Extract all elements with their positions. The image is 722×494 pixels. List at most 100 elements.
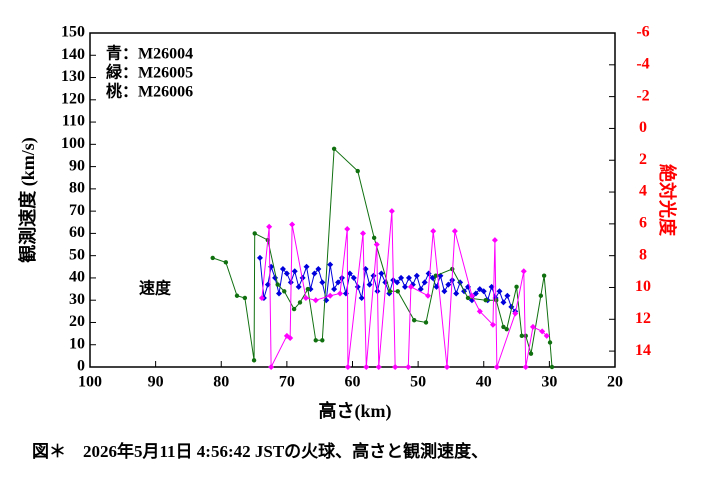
data-point bbox=[282, 289, 287, 294]
data-point bbox=[541, 273, 547, 278]
x-tick-label: 20 bbox=[607, 374, 623, 391]
data-point bbox=[223, 260, 229, 265]
data-point bbox=[547, 340, 553, 345]
data-point bbox=[320, 338, 325, 343]
data-point bbox=[405, 364, 412, 370]
data-point bbox=[491, 237, 498, 244]
data-point bbox=[483, 298, 488, 303]
y-tick-label: 150 bbox=[61, 24, 85, 41]
y-tick-label: 20 bbox=[69, 313, 85, 330]
y2-tick-label: -6 bbox=[636, 24, 649, 41]
data-point bbox=[370, 272, 377, 279]
data-point bbox=[453, 290, 460, 297]
y-tick-label: 90 bbox=[69, 157, 85, 174]
data-point bbox=[543, 332, 550, 339]
data-point bbox=[268, 364, 275, 370]
data-point bbox=[331, 146, 337, 151]
y-tick-label: 120 bbox=[61, 90, 85, 107]
y2-tick-label: 14 bbox=[635, 342, 651, 359]
data-point bbox=[335, 279, 342, 286]
y2-tick-label: 2 bbox=[639, 151, 647, 168]
y2-tick-label: 6 bbox=[639, 215, 647, 232]
annotation: 速度 bbox=[139, 279, 172, 298]
data-point bbox=[421, 279, 428, 286]
data-point bbox=[407, 283, 414, 290]
data-point bbox=[424, 292, 431, 299]
data-point bbox=[375, 364, 382, 370]
data-point bbox=[476, 286, 483, 293]
data-point bbox=[398, 274, 405, 281]
data-point bbox=[331, 286, 338, 293]
data-point bbox=[519, 333, 525, 339]
data-point bbox=[538, 293, 544, 298]
x-tick-label: 80 bbox=[213, 374, 229, 391]
data-point bbox=[529, 323, 536, 330]
data-point bbox=[302, 294, 309, 301]
data-point bbox=[378, 270, 385, 277]
data-point bbox=[395, 289, 400, 294]
data-point bbox=[295, 283, 302, 290]
data-point bbox=[275, 282, 280, 287]
data-point bbox=[252, 231, 257, 236]
y2-axis-label: 絶対光度 bbox=[657, 164, 678, 237]
data-point bbox=[549, 364, 555, 370]
data-point bbox=[234, 293, 240, 298]
data-point bbox=[411, 318, 417, 323]
x-tick-label: 50 bbox=[410, 374, 426, 391]
data-point bbox=[472, 290, 479, 297]
data-point bbox=[430, 228, 437, 235]
y-tick-label: 50 bbox=[69, 246, 85, 263]
data-point bbox=[528, 351, 534, 356]
x-tick-label: 40 bbox=[476, 374, 492, 391]
y2-tick-label: 10 bbox=[635, 278, 651, 295]
data-point bbox=[465, 295, 471, 301]
data-point bbox=[311, 270, 318, 277]
y-tick-label: 40 bbox=[69, 269, 85, 286]
data-point bbox=[358, 294, 365, 301]
data-point bbox=[337, 290, 344, 297]
data-point bbox=[402, 283, 408, 290]
data-point bbox=[279, 266, 286, 273]
data-point bbox=[363, 364, 370, 370]
data-point bbox=[344, 364, 351, 370]
y2-tick-label: 0 bbox=[639, 119, 647, 136]
data-point bbox=[405, 274, 412, 281]
data-point bbox=[522, 364, 529, 370]
data-point bbox=[539, 328, 546, 335]
data-point bbox=[501, 324, 506, 330]
data-point bbox=[266, 223, 273, 230]
data-point bbox=[392, 364, 399, 370]
data-point bbox=[319, 279, 326, 286]
data-point bbox=[283, 270, 290, 277]
data-point bbox=[355, 168, 360, 174]
data-point bbox=[394, 279, 401, 286]
y-tick-label: 0 bbox=[77, 358, 85, 375]
data-point bbox=[315, 266, 322, 273]
data-point bbox=[251, 358, 257, 363]
data-point bbox=[303, 263, 310, 270]
data-point bbox=[276, 290, 282, 297]
data-point bbox=[500, 299, 507, 306]
data-point bbox=[346, 270, 353, 277]
legend-entry: 青：M26004 bbox=[106, 44, 193, 63]
data-point bbox=[305, 286, 311, 292]
data-point bbox=[468, 292, 475, 299]
data-point bbox=[413, 272, 420, 279]
y2-tick-label: -4 bbox=[636, 55, 649, 72]
y-tick-label: 60 bbox=[69, 224, 85, 241]
data-point bbox=[312, 297, 319, 304]
data-point bbox=[476, 308, 483, 315]
data-point bbox=[264, 281, 271, 288]
data-point bbox=[441, 288, 448, 295]
data-point bbox=[508, 303, 515, 310]
data-point bbox=[433, 283, 440, 290]
caption: 図＊ 2026年5月11日 4:56:42 JSTの火球、高さと観測速度、 bbox=[32, 441, 488, 461]
data-point bbox=[344, 225, 351, 232]
data-point bbox=[433, 273, 439, 278]
y-tick-label: 70 bbox=[69, 202, 85, 219]
data-point bbox=[256, 254, 263, 261]
data-point bbox=[451, 228, 458, 235]
data-point bbox=[489, 321, 496, 328]
y-tick-label: 30 bbox=[69, 291, 85, 308]
